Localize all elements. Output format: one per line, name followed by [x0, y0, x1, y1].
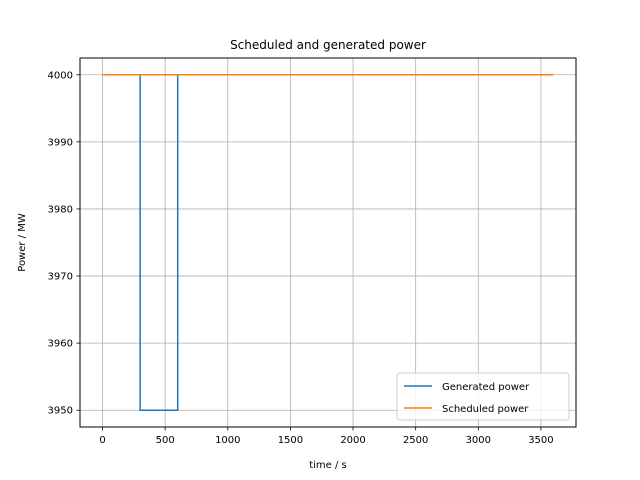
y-tick-label: 3960 [48, 339, 73, 350]
x-tick-label: 3500 [528, 435, 553, 446]
y-tick-label: 3990 [48, 137, 73, 148]
chart-title: Scheduled and generated power [230, 38, 426, 52]
y-tick-label: 3980 [48, 204, 73, 215]
y-tick-label: 4000 [48, 70, 73, 81]
plot-frame [79, 57, 577, 428]
x-tick-label: 2500 [403, 435, 428, 446]
x-tick-label: 500 [156, 435, 175, 446]
y-axis-ticks: 3950 3960 3970 3980 3990 4000 [48, 70, 80, 417]
x-tick-label: 1000 [215, 435, 240, 446]
legend-box [396, 372, 570, 421]
y-axis-label: Power / MW [17, 213, 28, 272]
series-layer [102, 74, 554, 411]
legend-label-generated-power: Generated power [442, 382, 530, 393]
y-tick-label: 3970 [48, 272, 73, 283]
legend: Generated power Scheduled power [396, 372, 570, 421]
x-axis-ticks: 0 500 1000 1500 2000 2500 3000 3500 [99, 427, 554, 446]
y-tick-label: 3950 [48, 406, 73, 417]
x-tick-label: 3000 [466, 435, 491, 446]
x-tick-label: 0 [99, 435, 105, 446]
x-axis-label: time / s [309, 460, 347, 471]
legend-label-scheduled-power: Scheduled power [442, 404, 529, 415]
x-tick-label: 2000 [340, 435, 365, 446]
x-tick-label: 1500 [278, 435, 303, 446]
